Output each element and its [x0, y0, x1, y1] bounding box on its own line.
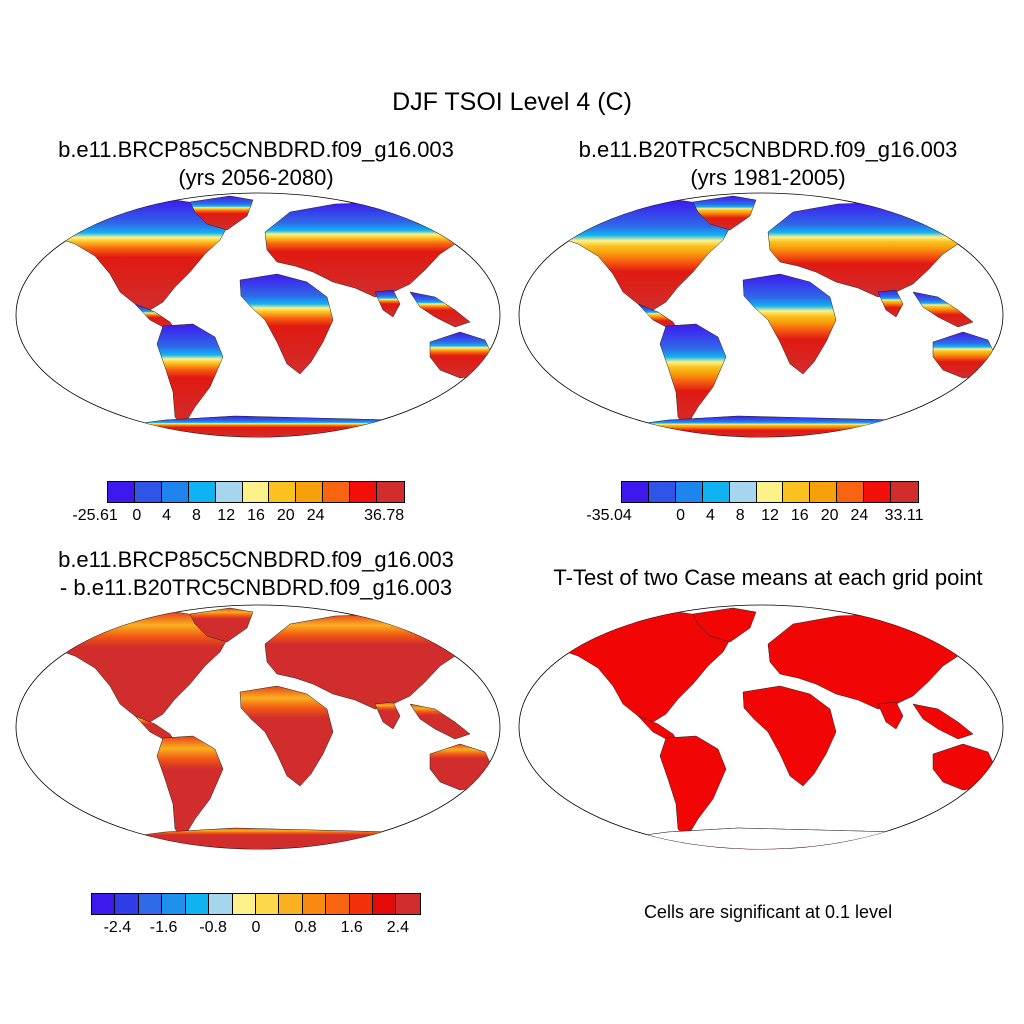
colorbar-tick-label: 0: [132, 507, 142, 524]
colorbar-tick-label: -25.61: [72, 507, 118, 524]
panel1-title-line2: (yrs 2056-2080): [178, 165, 334, 190]
panel3-title-line1: b.e11.BRCP85C5CNBDRD.f09_g16.003: [58, 547, 454, 572]
panel1-title-line1: b.e11.BRCP85C5CNBDRD.f09_g16.003: [58, 137, 454, 162]
colorbar-tick-label: 12: [217, 507, 236, 524]
colorbar-tick-label: 4: [162, 507, 172, 524]
colorbar-tick-label: 0: [251, 919, 261, 936]
panel4-map: [518, 604, 1004, 850]
colorbar-tick-label: 0: [676, 507, 686, 524]
colorbar-swatch: [108, 482, 135, 502]
colorbar-tick-label: 2.4: [386, 919, 410, 936]
colorbar-swatch: [729, 482, 757, 502]
panel3-colorbar: [91, 893, 421, 915]
colorbar-tick-label: 24: [306, 507, 325, 524]
colorbar-tick-label: -35.04: [586, 507, 632, 524]
colorbar-tick-label: 33.11: [884, 507, 924, 524]
colorbar-swatch: [702, 482, 730, 502]
colorbar-tick-label: -0.8: [199, 919, 227, 936]
panel3-map: [15, 604, 501, 850]
colorbar-swatch: [138, 894, 163, 914]
panel1-map: [15, 192, 501, 438]
colorbar-tick-label: 4: [705, 507, 715, 524]
colorbar-swatch: [134, 482, 162, 502]
colorbar-tick-label: 8: [191, 507, 201, 524]
panel2-map: [518, 192, 1004, 438]
colorbar-swatch: [215, 482, 243, 502]
colorbar-swatch: [242, 482, 270, 502]
colorbar-swatch: [323, 482, 351, 502]
colorbar-swatch: [185, 894, 210, 914]
colorbar-swatch: [756, 482, 784, 502]
colorbar-swatch: [161, 482, 189, 502]
panel2-title-line2: (yrs 1981-2005): [690, 165, 846, 190]
colorbar-swatch: [279, 894, 303, 914]
colorbar-swatch: [209, 894, 233, 914]
main-title: DJF TSOI Level 4 (C): [392, 88, 632, 116]
colorbar-swatch: [162, 894, 186, 914]
colorbar-swatch: [373, 894, 397, 914]
panel2-title-line1: b.e11.B20TRC5CNBDRD.f09_g16.003: [578, 137, 958, 162]
panel3-title: b.e11.BRCP85C5CNBDRD.f09_g16.003 - b.e11…: [0, 546, 512, 602]
colorbar-swatch: [810, 482, 838, 502]
colorbar-swatch: [891, 482, 918, 502]
colorbar-tick-label: -2.4: [103, 919, 132, 936]
colorbar-swatch: [864, 482, 892, 502]
colorbar-swatch: [622, 482, 649, 502]
panel4-title-line1: T-Test of two Case means at each grid po…: [553, 565, 983, 590]
colorbar-swatch: [350, 482, 378, 502]
colorbar-swatch: [377, 482, 404, 502]
panel2-title: b.e11.B20TRC5CNBDRD.f09_g16.003 (yrs 198…: [512, 136, 1024, 192]
panel3-title-line2: - b.e11.B20TRC5CNBDRD.f09_g16.003: [59, 575, 453, 600]
colorbar-tick-label: 8: [735, 507, 745, 524]
panel1-title: b.e11.BRCP85C5CNBDRD.f09_g16.003 (yrs 20…: [0, 136, 512, 192]
colorbar-swatch: [92, 894, 116, 914]
colorbar-tick-label: 20: [276, 507, 295, 524]
colorbar-tick-label: 1.6: [340, 919, 363, 936]
panel4-title: T-Test of two Case means at each grid po…: [512, 564, 1024, 592]
colorbar-swatch: [232, 894, 256, 914]
colorbar-swatch: [115, 894, 139, 914]
colorbar-swatch: [296, 482, 324, 502]
colorbar-tick-label: -1.6: [149, 919, 178, 936]
colorbar-swatch: [188, 482, 216, 502]
colorbar-swatch: [675, 482, 703, 502]
panel1-colorbar: [107, 481, 405, 503]
colorbar-tick-label: 0.8: [294, 919, 317, 936]
colorbar-tick-label: 20: [820, 507, 839, 524]
colorbar-swatch: [837, 482, 865, 502]
colorbar-swatch: [302, 894, 327, 914]
colorbar-tick-label: 16: [790, 507, 809, 524]
colorbar-swatch: [396, 894, 420, 914]
colorbar-swatch: [648, 482, 676, 502]
colorbar-swatch: [783, 482, 811, 502]
colorbar-tick-label: 36.78: [364, 507, 405, 524]
colorbar-swatch: [326, 894, 350, 914]
colorbar-tick-label: 16: [247, 507, 265, 524]
colorbar-swatch: [269, 482, 297, 502]
colorbar-swatch: [255, 894, 280, 914]
colorbar-tick-label: 24: [850, 507, 869, 524]
colorbar-swatch: [349, 894, 374, 914]
significance-note: Cells are significant at 0.1 level: [643, 902, 893, 922]
panel2-colorbar: [621, 481, 919, 503]
colorbar-tick-label: 12: [761, 507, 779, 524]
